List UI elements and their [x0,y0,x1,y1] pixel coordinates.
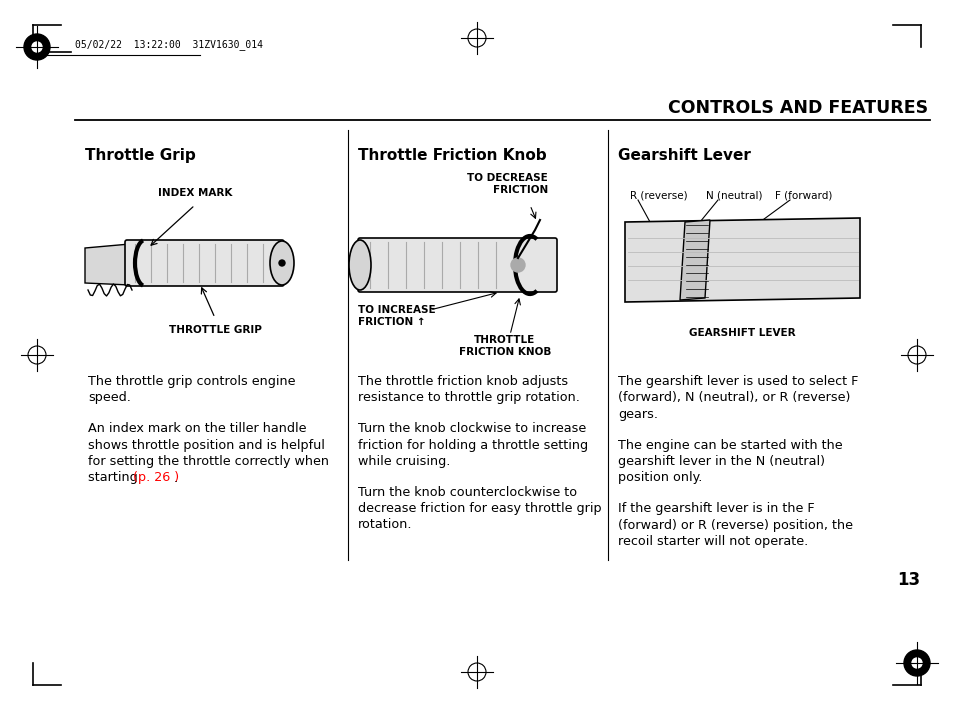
Text: The engine can be started with the: The engine can be started with the [618,439,841,452]
Text: speed.: speed. [88,391,131,405]
Text: F (forward): F (forward) [774,190,832,200]
Text: while cruising.: while cruising. [357,455,450,468]
Text: Turn the knob counterclockwise to: Turn the knob counterclockwise to [357,486,577,498]
Text: R (reverse): R (reverse) [629,190,687,200]
Text: THROTTLE
FRICTION KNOB: THROTTLE FRICTION KNOB [458,335,551,356]
FancyBboxPatch shape [357,238,557,292]
Circle shape [911,658,921,668]
Circle shape [24,34,50,60]
Polygon shape [679,220,709,300]
Ellipse shape [349,240,371,290]
Circle shape [903,650,929,676]
Text: (p. 26 ): (p. 26 ) [133,471,179,484]
Text: TO DECREASE
FRICTION: TO DECREASE FRICTION [467,173,547,195]
Ellipse shape [270,241,294,285]
Text: position only.: position only. [618,471,701,484]
Text: INDEX MARK: INDEX MARK [157,188,232,198]
Text: (forward), N (neutral), or R (reverse): (forward), N (neutral), or R (reverse) [618,391,849,405]
Text: gearshift lever in the N (neutral): gearshift lever in the N (neutral) [618,455,824,468]
Text: .: . [173,471,178,484]
Circle shape [278,260,285,266]
Text: recoil starter will not operate.: recoil starter will not operate. [618,535,807,548]
Text: shows throttle position and is helpful: shows throttle position and is helpful [88,439,325,452]
Text: rotation.: rotation. [357,518,412,532]
Text: The throttle friction knob adjusts: The throttle friction knob adjusts [357,375,568,388]
Text: friction for holding a throttle setting: friction for holding a throttle setting [357,439,587,452]
FancyBboxPatch shape [125,240,284,286]
Circle shape [511,258,524,272]
Text: TO INCREASE
FRICTION ↑: TO INCREASE FRICTION ↑ [357,305,436,327]
Text: for setting the throttle correctly when: for setting the throttle correctly when [88,455,329,468]
Text: Throttle Grip: Throttle Grip [85,148,195,163]
Text: gears.: gears. [618,408,658,421]
Text: If the gearshift lever is in the F: If the gearshift lever is in the F [618,502,814,515]
Polygon shape [624,218,859,302]
Text: GEARSHIFT LEVER: GEARSHIFT LEVER [688,328,795,338]
Text: Throttle Friction Knob: Throttle Friction Knob [357,148,546,163]
Text: decrease friction for easy throttle grip: decrease friction for easy throttle grip [357,502,601,515]
Circle shape [32,42,42,52]
Text: 13: 13 [896,571,919,589]
Polygon shape [85,244,130,285]
Text: An index mark on the tiller handle: An index mark on the tiller handle [88,422,306,435]
Text: Turn the knob clockwise to increase: Turn the knob clockwise to increase [357,422,586,435]
Text: 05/02/22  13:22:00  31ZV1630_014: 05/02/22 13:22:00 31ZV1630_014 [75,40,263,50]
Text: The gearshift lever is used to select F: The gearshift lever is used to select F [618,375,858,388]
Text: THROTTLE GRIP: THROTTLE GRIP [169,325,261,335]
Text: resistance to throttle grip rotation.: resistance to throttle grip rotation. [357,391,579,405]
Text: starting: starting [88,471,142,484]
Text: (forward) or R (reverse) position, the: (forward) or R (reverse) position, the [618,518,852,532]
Text: N (neutral): N (neutral) [705,190,761,200]
Text: The throttle grip controls engine: The throttle grip controls engine [88,375,295,388]
Text: Gearshift Lever: Gearshift Lever [618,148,750,163]
Text: CONTROLS AND FEATURES: CONTROLS AND FEATURES [667,99,927,117]
